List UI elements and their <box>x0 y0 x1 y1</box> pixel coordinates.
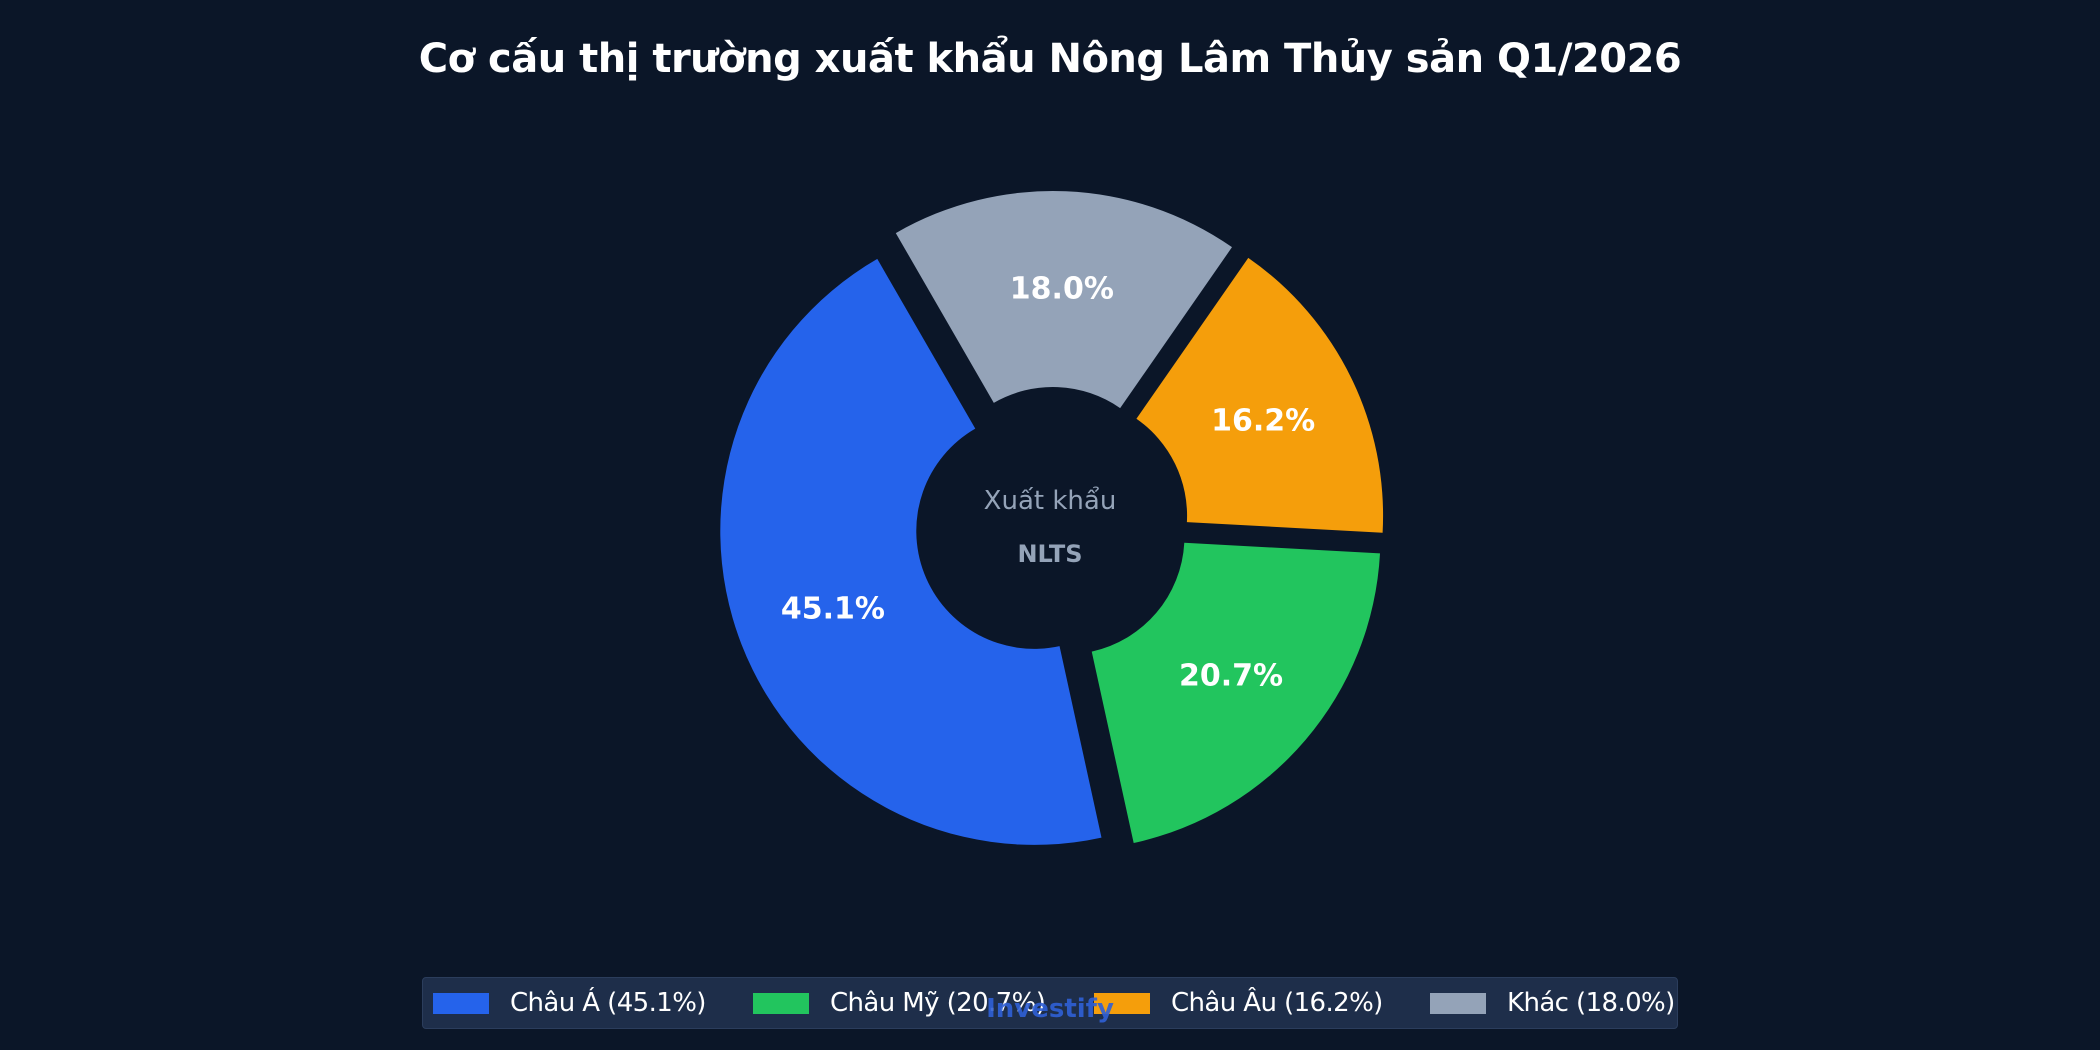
legend-label: Châu Á (45.1%) <box>510 988 706 1018</box>
legend-label: Khác (18.0%) <box>1507 988 1675 1018</box>
chart-legend: Châu Á (45.1%) Châu Mỹ (20.7%) Châu Âu (… <box>422 977 1678 1029</box>
donut-slice-châu-á[interactable] <box>720 258 1102 845</box>
legend-label: Châu Âu (16.2%) <box>1171 988 1383 1018</box>
slice-value-label: 20.7% <box>1179 659 1283 694</box>
slice-value-label: 45.1% <box>781 591 885 626</box>
legend-item-khac[interactable]: Khác (18.0%) <box>1430 978 1675 1028</box>
slice-labels: 45.1% 20.7% 16.2% 18.0% <box>781 272 1315 694</box>
center-label-line2: NLTS <box>1017 540 1082 568</box>
slice-value-label: 16.2% <box>1211 403 1315 438</box>
legend-item-chau-a[interactable]: Châu Á (45.1%) <box>433 978 706 1028</box>
slice-value-label: 18.0% <box>1010 272 1114 307</box>
legend-item-chau-au[interactable]: Châu Âu (16.2%) <box>1094 978 1383 1028</box>
legend-item-chau-my[interactable]: Châu Mỹ (20.7%) <box>753 978 1046 1028</box>
chart-title: Cơ cấu thị trường xuất khẩu Nông Lâm Thủ… <box>418 36 1682 82</box>
donut-slice-châu-âu[interactable] <box>1136 257 1384 533</box>
legend-swatch-chau-au <box>1094 992 1150 1014</box>
legend-swatch-chau-a <box>433 992 489 1014</box>
donut-slices <box>720 191 1384 845</box>
donut-slice-châu-mỹ[interactable] <box>1091 542 1381 844</box>
donut-slice-khác[interactable] <box>895 191 1232 409</box>
watermark-logo: Investify <box>986 994 1114 1024</box>
center-label-line1: Xuất khẩu <box>984 485 1117 516</box>
legend-swatch-chau-my <box>753 992 809 1014</box>
legend-swatch-khac <box>1430 992 1486 1014</box>
legend-label: Châu Mỹ (20.7%) <box>830 988 1046 1018</box>
